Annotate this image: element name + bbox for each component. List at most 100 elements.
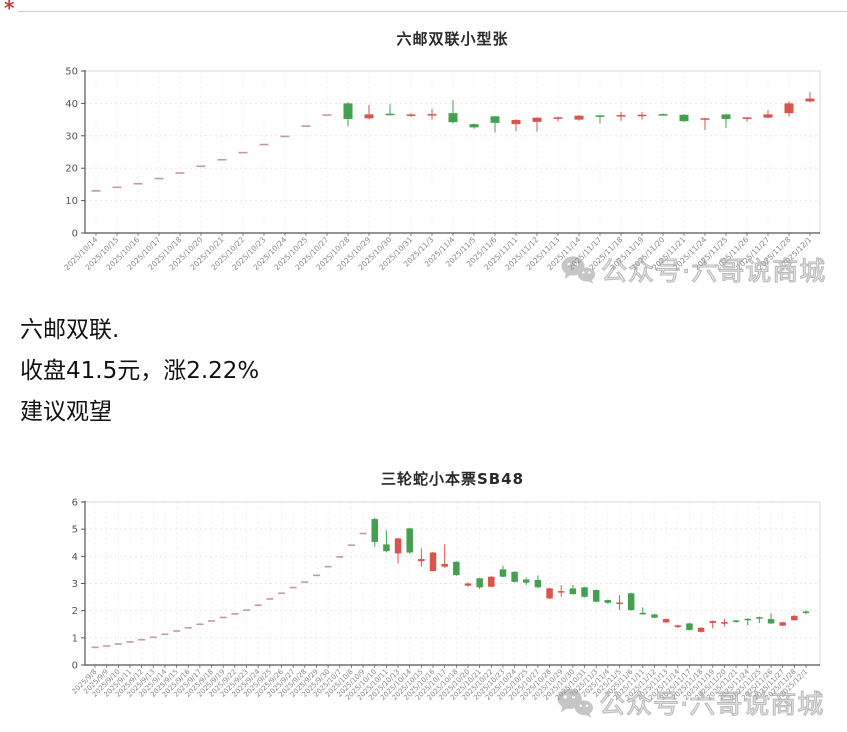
candle-body (385, 113, 395, 116)
candle-body (453, 561, 460, 576)
candle-body (406, 528, 413, 553)
axis-layer (81, 501, 820, 668)
candle-body (581, 587, 588, 597)
watermark: 公众号·六哥说商城 (556, 684, 824, 721)
candlestick-plot: 01234562025/9/82025/9/92025/9/102025/9/1… (71, 498, 821, 702)
candle-flat (238, 151, 248, 154)
candle-flat (231, 613, 239, 615)
candle-flat (359, 532, 367, 535)
y-tick-label: 0 (72, 661, 78, 672)
candle-flat (280, 135, 290, 138)
summary-title: 六邮双联. (20, 317, 120, 343)
y-tick-label: 30 (65, 131, 78, 142)
candle-flat (154, 177, 164, 180)
candle-body (756, 617, 763, 619)
candle-body (490, 116, 500, 123)
candle-body (569, 588, 577, 595)
candle-body (394, 538, 402, 554)
candle-body (464, 583, 472, 586)
candle-flat (322, 114, 332, 116)
candle-body (406, 114, 416, 116)
candle-body (742, 117, 752, 119)
chart-title: 三轮蛇小本票SB48 (380, 470, 525, 488)
candlestick-chart-liuyou: 六邮双联小型张 0 10 20 30 40 50 2025/10/14 2025/10/15 2… (0, 18, 847, 300)
candle-body (488, 576, 495, 587)
candle-body (651, 614, 658, 618)
chart-title: 六邮双联小型张 (396, 30, 509, 48)
candle-flat (324, 565, 332, 568)
y-tick-label: 5 (72, 525, 78, 536)
candle-body (767, 619, 775, 624)
candle-body (511, 571, 518, 582)
candle-flat (103, 645, 111, 647)
candle-body (721, 622, 728, 624)
candles-layer (91, 517, 810, 649)
candle-flat (254, 604, 262, 607)
candle-flat (208, 620, 216, 622)
tick-labels-layer: 01234562025/9/82025/9/92025/9/102025/9/1… (71, 498, 810, 702)
watermark-text: 公众号·六哥说商城 (598, 689, 825, 720)
candle-flat (243, 609, 251, 611)
candle-flat (312, 574, 320, 577)
candle-body (595, 115, 605, 117)
candles-layer (91, 92, 815, 192)
candle-body (574, 115, 584, 120)
candle-body (721, 114, 731, 119)
y-tick-label: 10 (65, 196, 78, 207)
candle-body (637, 114, 647, 117)
candle-body (546, 588, 553, 599)
summary-advice: 建议观望 (20, 399, 112, 425)
corner-asterisk-mark: * (4, 0, 15, 20)
candle-body (383, 544, 390, 552)
candle-body (697, 627, 705, 632)
candle-flat (175, 172, 185, 174)
candle-body (805, 98, 815, 102)
candle-body (779, 622, 786, 626)
candle-body (802, 611, 810, 613)
candle-body (700, 118, 710, 120)
candle-flat (173, 630, 181, 632)
candle-flat (138, 638, 146, 641)
candle-flat (259, 143, 269, 146)
watermark: 公众号·六哥说商城 (560, 251, 826, 288)
candle-body (429, 552, 437, 572)
candle-flat (347, 544, 355, 546)
candle-body (592, 590, 600, 602)
candle-flat (133, 182, 143, 185)
candle-body (418, 559, 425, 562)
candle-flat (336, 556, 344, 558)
candle-body (604, 600, 612, 603)
candle-flat (301, 581, 309, 583)
candle-flat (217, 158, 227, 161)
candle-body (662, 619, 670, 623)
grid-layer (84, 70, 821, 234)
candle-body (557, 591, 565, 593)
candle-body (674, 625, 682, 627)
candle-body (639, 612, 647, 615)
candle-body (616, 602, 623, 605)
candle-body (371, 519, 378, 542)
candle-body (476, 578, 483, 588)
candle-body (364, 114, 374, 119)
candle-body (553, 117, 563, 119)
wechat-icon (561, 256, 596, 284)
candle-body (616, 115, 626, 117)
candle-flat (126, 641, 134, 643)
candle-flat (114, 643, 122, 645)
candle-body (343, 103, 353, 119)
y-tick-label: 50 (65, 67, 78, 78)
candle-body (709, 620, 717, 623)
candle-flat (91, 190, 101, 192)
y-tick-label: 40 (65, 99, 78, 110)
candle-body (784, 103, 794, 114)
candle-flat (301, 125, 311, 127)
candle-body (744, 618, 751, 621)
candle-body (441, 563, 448, 567)
candle-flat (184, 626, 192, 629)
y-tick-label: 4 (72, 552, 78, 563)
summary-block: 六邮双联. 收盘41.5元，涨2.22% 建议观望 (20, 310, 259, 433)
candle-flat (219, 616, 227, 619)
candle-flat (266, 598, 274, 600)
y-tick-label: 20 (65, 164, 78, 175)
candle-body (448, 113, 458, 123)
